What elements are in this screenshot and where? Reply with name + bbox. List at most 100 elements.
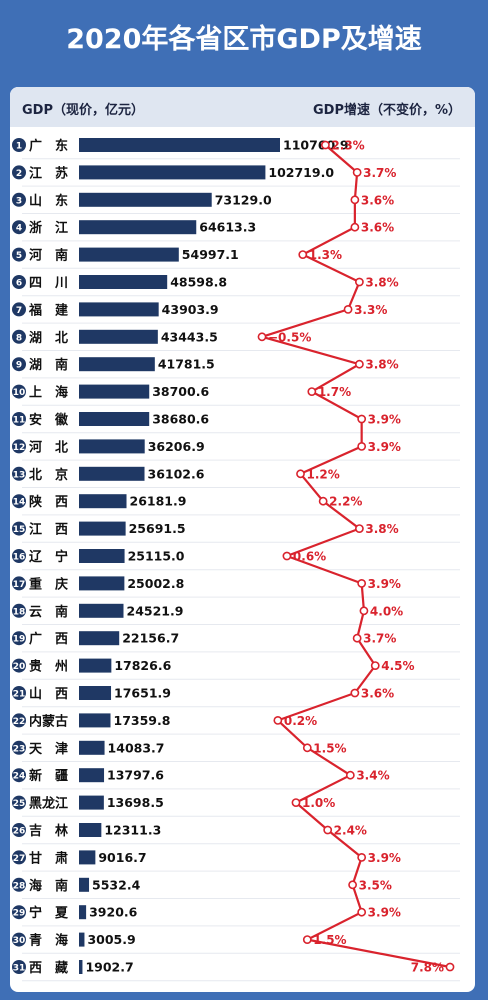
province-label: 云 南 (29, 604, 68, 620)
province-label: 内蒙古 (29, 713, 68, 729)
rank-badge (12, 138, 26, 152)
rank-badge (12, 877, 26, 892)
rank-badge (12, 220, 26, 235)
rank-badge (12, 603, 26, 618)
rank-badge (12, 686, 26, 700)
rank-number: 21 (13, 690, 26, 700)
province-label: 宁 夏 (29, 905, 69, 921)
rank-number: 13 (13, 470, 26, 480)
gdp-bar (79, 220, 197, 235)
rank-badge (12, 795, 26, 810)
gdp-bar (79, 713, 111, 728)
rank-number: 3 (16, 196, 22, 206)
rank-number: 28 (13, 881, 26, 891)
province-label: 黑龙江 (29, 796, 68, 812)
province-label: 天 津 (29, 741, 68, 757)
rank-badge (12, 466, 26, 481)
growth-point (354, 524, 364, 533)
province-label: 北 京 (29, 467, 68, 483)
rank-badge (12, 329, 26, 344)
rank-badge (12, 740, 26, 755)
gdp-bar (79, 357, 155, 372)
gdp-value-label: 3005.9 (87, 932, 135, 947)
gdp-value-label: 38680.6 (152, 412, 209, 427)
gdp-value-label: 64613.3 (199, 220, 256, 235)
gdp-value-label: 24521.9 (127, 603, 184, 618)
province-label: 贵 州 (29, 659, 68, 675)
gdp-value-label: 17359.8 (114, 713, 171, 728)
growth-point (350, 222, 360, 232)
gdp-bar (79, 439, 145, 454)
growth-point (357, 414, 367, 424)
rank-number: 15 (13, 525, 26, 535)
growth-value-label: 3.6% (361, 193, 394, 207)
gdp-bar (79, 960, 83, 974)
rank-number: 7 (16, 306, 22, 316)
growth-value-label: 4.0% (370, 604, 403, 618)
rank-number: 11 (13, 416, 26, 426)
rank-number: 26 (13, 827, 26, 837)
gdp-bar (79, 302, 159, 317)
province-label: 四 川 (29, 276, 68, 291)
growth-value-label: 7.8% (411, 961, 444, 975)
growth-value-label: 1.5% (313, 933, 346, 947)
growth-point (357, 907, 367, 917)
growth-point (357, 578, 367, 588)
gdp-bar (79, 384, 150, 399)
rank-badge (12, 439, 26, 454)
growth-value-label: 2.2% (329, 495, 362, 509)
rank-number: 22 (13, 717, 26, 727)
rank-number: 30 (13, 936, 26, 946)
gdp-bar (79, 521, 126, 536)
province-label: 河 北 (29, 439, 68, 455)
gdp-value-label: 36206.9 (148, 439, 205, 454)
rank-badge (12, 384, 26, 399)
gdp-value-label: 43903.9 (162, 302, 219, 317)
gdp-bar (79, 549, 125, 563)
gdp-column-header: GDP（现价，亿元） (22, 103, 144, 118)
province-label: 海 南 (29, 878, 68, 894)
gdp-value-label: 25115.0 (128, 549, 185, 564)
gdp-bar (79, 412, 150, 426)
gdp-value-label: 36102.6 (148, 466, 205, 481)
growth-point (307, 387, 317, 396)
gdp-bar (79, 494, 127, 509)
rank-number: 18 (13, 607, 26, 617)
gdp-value-label: 9016.7 (98, 850, 146, 865)
gdp-value-label: 73129.0 (215, 192, 272, 207)
province-label: 辽 宁 (29, 549, 68, 565)
gdp-value-label: 22156.7 (122, 631, 179, 646)
growth-point (357, 441, 367, 451)
rank-badge (12, 247, 26, 262)
growth-value-label: 2.4% (334, 824, 367, 838)
province-label: 新 疆 (29, 768, 68, 784)
gdp-bar (79, 329, 158, 344)
growth-point (352, 633, 362, 643)
rank-number: 16 (13, 553, 26, 563)
rank-badge (12, 768, 26, 783)
province-label: 广 西 (29, 631, 68, 647)
growth-point (257, 332, 267, 342)
rank-number: 9 (16, 361, 22, 371)
rank-number: 29 (13, 909, 26, 919)
rank-badge (12, 275, 26, 289)
growth-value-label: 3.7% (363, 632, 396, 646)
rank-badge (12, 713, 26, 728)
gdp-bar (79, 658, 112, 673)
gdp-bar (79, 603, 124, 618)
rank-badge (12, 823, 26, 837)
rank-badge (12, 549, 26, 563)
page-title: 2020年各省区市GDP及增速 (66, 24, 422, 55)
gdp-value-label: 12311.3 (104, 823, 161, 838)
rank-badge (12, 850, 26, 865)
rank-number: 12 (13, 443, 26, 453)
rank-number: 2 (16, 169, 22, 179)
gdp-value-label: 17651.9 (114, 686, 171, 701)
growth-value-label: 3.9% (368, 851, 401, 865)
gdp-bar (79, 631, 120, 646)
rank-badge (12, 905, 26, 920)
rank-number: 27 (13, 854, 26, 864)
gdp-bar (79, 905, 87, 920)
gdp-value-label: 25691.5 (129, 521, 186, 536)
growth-point (354, 359, 364, 369)
